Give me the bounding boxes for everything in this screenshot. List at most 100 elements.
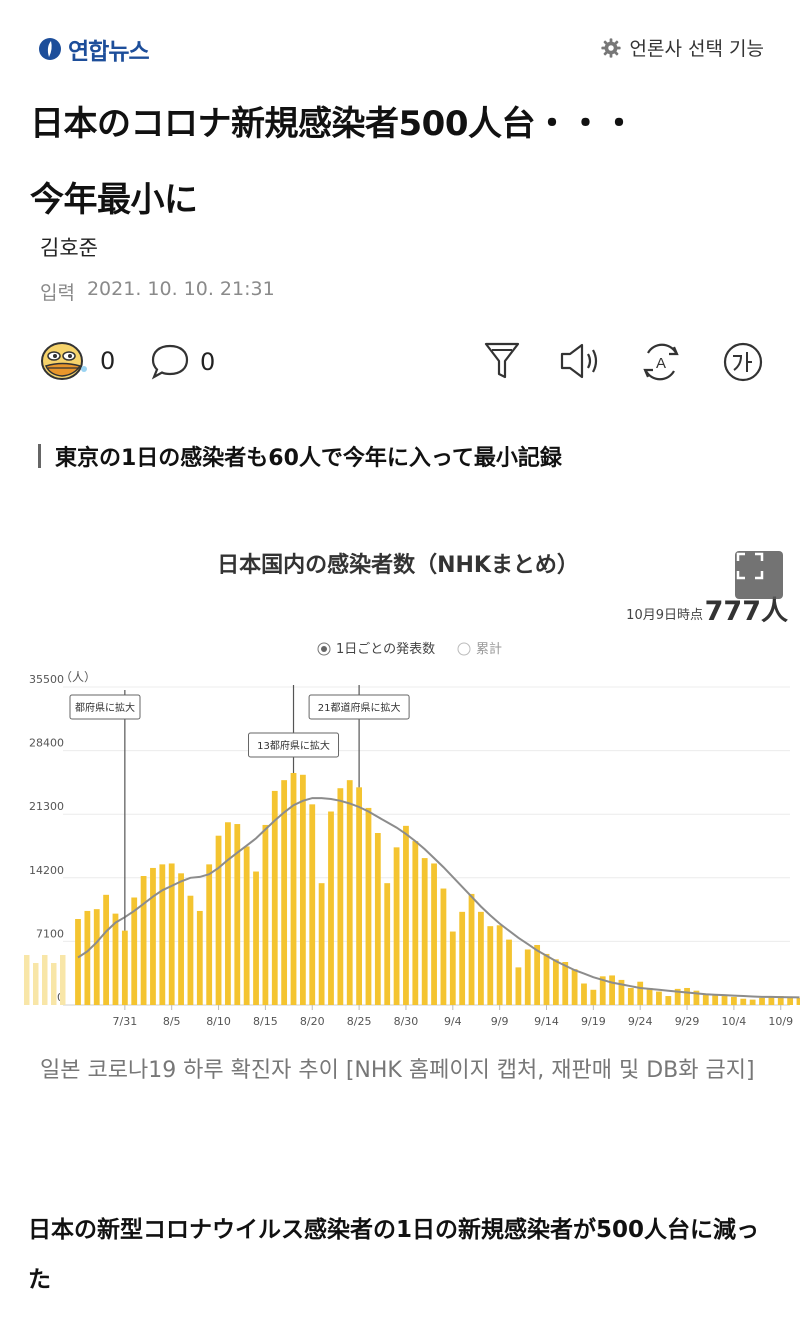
chart-legend[interactable]: 1日ごとの発表数 累計: [317, 641, 502, 657]
chart-bar: [168, 863, 175, 1005]
chart-bar: [215, 835, 222, 1005]
y-unit-label: （人）: [60, 670, 96, 684]
annotation-label: 13都府県に拡大: [257, 739, 330, 752]
logo-text: 연합뉴스: [68, 39, 150, 65]
title-line-1: 日本のコロナ新規感染者500人台・・・: [30, 104, 636, 144]
fullscreen-icon: [736, 552, 764, 580]
chart-bar: [740, 998, 747, 1005]
x-tick-label: 8/10: [206, 1015, 231, 1028]
legend-daily: 1日ごとの発表数: [336, 641, 435, 657]
x-tick-label: 9/29: [675, 1015, 700, 1028]
reaction-button[interactable]: 0: [38, 339, 115, 383]
chart-bar: [543, 953, 550, 1005]
press-select-label: 언론사 선택 기능: [629, 38, 764, 60]
chart-bar: [187, 895, 194, 1005]
legend-cumulative: 累計: [476, 641, 502, 657]
chart-bar: [618, 979, 625, 1005]
chart-bar: [112, 913, 119, 1005]
x-tick-label: 7/31: [112, 1015, 137, 1028]
chart-bar: [431, 863, 437, 1005]
chart-bar: [271, 790, 278, 1005]
chart-bar: [337, 788, 344, 1005]
comment-count: 0: [200, 348, 216, 376]
chart-bar: [478, 911, 484, 1005]
chart-title: 日本国内の感染者数（NHKまとめ）: [217, 552, 579, 578]
moving-average-line: [77, 797, 800, 999]
chart-bar: [421, 858, 428, 1005]
y-tick-label: 35500: [29, 673, 64, 686]
chart-bar: [731, 996, 737, 1005]
chart-bar: [356, 787, 362, 1005]
x-tick-label: 9/14: [534, 1015, 559, 1028]
latest-value: 777人: [705, 596, 788, 627]
chart-bar: [552, 959, 559, 1005]
chart-bar: [262, 824, 269, 1005]
x-tick-label: 9/19: [581, 1015, 606, 1028]
y-tick-label: 7100: [36, 927, 64, 940]
press-select-button[interactable]: 언론사 선택 기능: [600, 34, 764, 61]
chart-bar: [515, 967, 522, 1005]
article-toolbar: 0 0 A: [0, 335, 800, 391]
chart-bar: [234, 824, 241, 1005]
filter-icon[interactable]: [484, 341, 520, 381]
date-label: 입력: [40, 282, 75, 304]
chart-bar: [777, 996, 784, 1005]
comment-button[interactable]: 0: [150, 343, 215, 381]
chart-bar: [449, 931, 456, 1005]
chart-bar: [440, 888, 447, 1005]
y-tick-label: 14200: [29, 864, 64, 877]
chart-bar: [121, 930, 128, 1005]
y-tick-label: 28400: [29, 737, 64, 750]
chart-bar: [290, 772, 297, 1005]
annotation-box: [248, 732, 340, 758]
chart-bar: [374, 833, 381, 1005]
reaction-count: 0: [100, 347, 116, 375]
chart-bar: [93, 909, 100, 1005]
subheadline-text: 東京の1日の感染者も60人で今年に入って最小記録: [55, 446, 562, 471]
faded-bar: [60, 955, 66, 1005]
annotation-label: 21都道府県に拡大: [318, 701, 401, 714]
chart-bar: [712, 995, 719, 1005]
chart-bar: [627, 987, 634, 1005]
font-size-icon[interactable]: [722, 341, 764, 383]
chart-bar: [140, 876, 147, 1005]
chart-bar: [534, 944, 541, 1005]
title-line-2: 今年最小に: [30, 180, 198, 220]
x-tick-label: 8/15: [253, 1015, 278, 1028]
x-tick-label: 9/4: [444, 1015, 462, 1028]
chart-bar: [178, 873, 184, 1005]
yonhap-logo-icon: [39, 38, 61, 60]
author-name[interactable]: 김호준: [40, 236, 98, 260]
chart-bar: [506, 939, 512, 1005]
chart-bar: [768, 996, 775, 1005]
chart-bar: [299, 774, 306, 1005]
chart-bar: [665, 996, 672, 1005]
faded-bar: [42, 955, 48, 1005]
fullscreen-button[interactable]: [735, 551, 783, 599]
chart-bar: [609, 975, 615, 1005]
font-cycle-icon[interactable]: A: [638, 339, 684, 385]
chart-bar: [646, 987, 653, 1005]
annotation-label: 都府県に拡大: [75, 701, 135, 714]
x-tick-label: 8/5: [163, 1015, 181, 1028]
speaker-icon[interactable]: [558, 341, 602, 381]
annotation-box: [308, 694, 410, 720]
chart-bar: [412, 841, 419, 1005]
chart-bar: [459, 911, 466, 1005]
chart-figure[interactable]: 日本国内の感染者数（NHKまとめ） 10月9日時点 777人 1日ごとの発表数 …: [18, 525, 800, 1040]
chart-bar: [581, 983, 587, 1005]
chart-bar: [637, 981, 644, 1005]
chart-bar: [365, 807, 372, 1005]
x-tick-label: 8/25: [347, 1015, 372, 1028]
yonhap-logo[interactable]: 연합뉴스: [38, 32, 150, 66]
chart-bar: [75, 919, 81, 1005]
article-title: 日本のコロナ新規感染者500人台・・・ 今年最小に: [30, 86, 770, 238]
publish-datetime: 입력 2021. 10. 10. 21:31: [40, 278, 275, 305]
chart-bar: [656, 991, 662, 1005]
chart-bar: [403, 825, 409, 1005]
x-tick-label: 9/24: [628, 1015, 653, 1028]
chart-bar: [674, 988, 681, 1005]
article-subheadline: 東京の1日の感染者も60人で今年に入って最小記録: [38, 440, 562, 472]
chart-bar: [384, 883, 391, 1005]
chart-bar: [346, 780, 353, 1005]
